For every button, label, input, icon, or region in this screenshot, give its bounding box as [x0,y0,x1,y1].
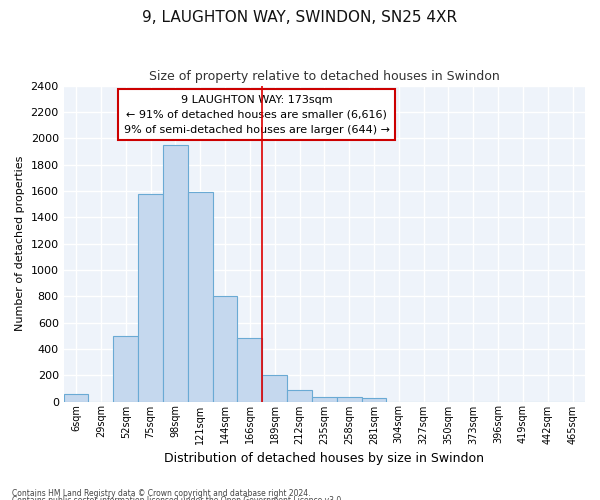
Text: Contains HM Land Registry data © Crown copyright and database right 2024.: Contains HM Land Registry data © Crown c… [12,488,311,498]
Bar [362,398,386,402]
Bar [113,336,138,402]
Bar [188,192,212,402]
Bar [138,194,163,402]
Text: Contains public sector information licensed under the Open Government Licence v3: Contains public sector information licen… [12,496,344,500]
Bar [262,375,287,402]
Text: 9, LAUGHTON WAY, SWINDON, SN25 4XR: 9, LAUGHTON WAY, SWINDON, SN25 4XR [142,10,458,25]
Bar [163,145,188,402]
Title: Size of property relative to detached houses in Swindon: Size of property relative to detached ho… [149,70,500,83]
Bar [337,397,362,402]
Y-axis label: Number of detached properties: Number of detached properties [15,156,25,331]
Bar [64,394,88,402]
Bar [212,296,238,402]
Bar [238,338,262,402]
Bar [287,390,312,402]
X-axis label: Distribution of detached houses by size in Swindon: Distribution of detached houses by size … [164,452,484,465]
Bar [312,397,337,402]
Text: 9 LAUGHTON WAY: 173sqm
← 91% of detached houses are smaller (6,616)
9% of semi-d: 9 LAUGHTON WAY: 173sqm ← 91% of detached… [124,95,389,134]
